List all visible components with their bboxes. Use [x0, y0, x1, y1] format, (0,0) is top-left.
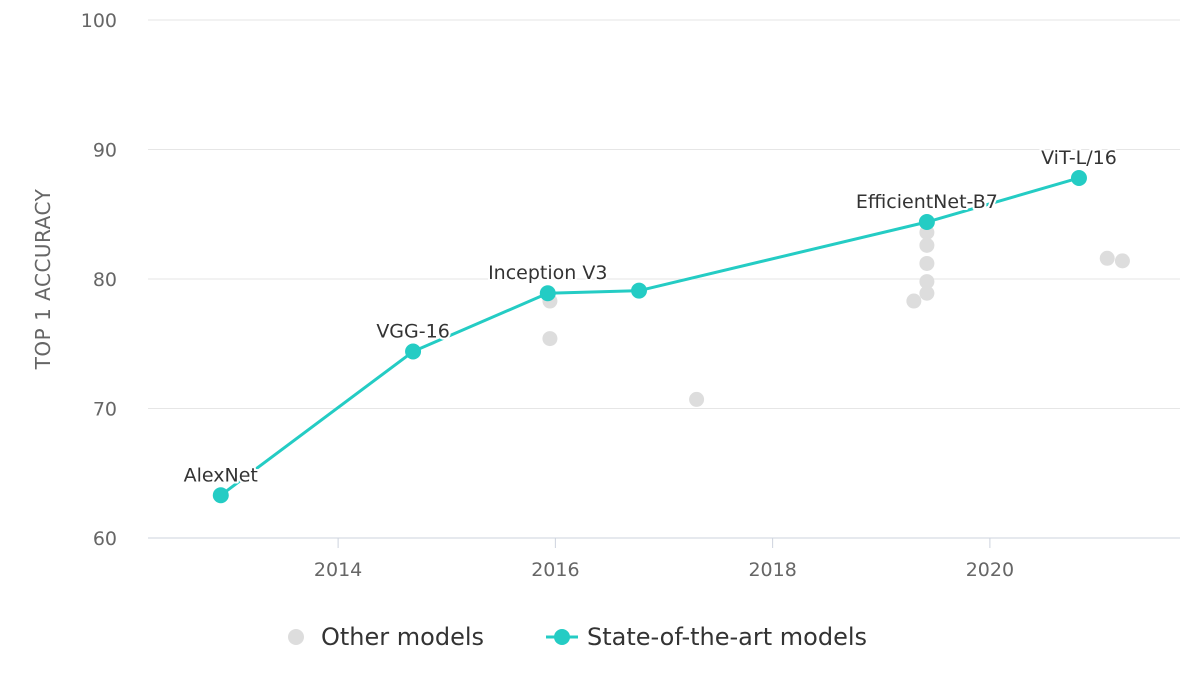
x-axis: 2014 2016 2018 2020 [314, 538, 1014, 581]
sota-point-label: VGG-16 [376, 321, 449, 343]
other-model-point[interactable] [919, 285, 935, 301]
legend-item-other-models[interactable]: Other models [288, 623, 484, 651]
y-axis: 60 70 80 90 100 [81, 10, 117, 550]
y-tick-label: 70 [93, 399, 117, 421]
y-tick-label: 90 [93, 140, 117, 162]
sota-model-point[interactable] [405, 343, 422, 360]
point-labels: AlexNet VGG-16 Inception V3 EfficientNet-B7… [182, 145, 1119, 488]
sota-model-point[interactable] [631, 282, 648, 299]
sota-line [219, 176, 1080, 497]
sota-model-point[interactable] [1070, 169, 1087, 186]
other-model-point[interactable] [1114, 253, 1130, 269]
y-tick-label: 60 [93, 528, 117, 550]
x-tick-label: 2020 [966, 559, 1014, 581]
grid-lines [148, 19, 1180, 539]
sota-point-label: ViT-L/16 [1041, 147, 1117, 169]
other-model-point[interactable] [919, 274, 935, 290]
other-model-point[interactable] [1099, 250, 1115, 266]
legend[interactable]: Other models State-of-the-art models [288, 623, 867, 651]
other-model-point[interactable] [906, 293, 922, 309]
other-models-points [542, 224, 1130, 407]
sota-model-point[interactable] [212, 487, 229, 504]
other-model-point[interactable] [919, 237, 935, 253]
sota-point-label: Inception V3 [488, 262, 607, 284]
x-tick-label: 2014 [314, 559, 362, 581]
other-model-point[interactable] [689, 391, 705, 407]
x-tick-label: 2016 [531, 559, 579, 581]
legend-other-models-label: Other models [321, 623, 484, 651]
y-tick-label: 100 [81, 10, 117, 32]
legend-sota-models-label: State-of-the-art models [587, 623, 867, 651]
other-model-point[interactable] [919, 255, 935, 271]
legend-item-sota-models[interactable]: State-of-the-art models [546, 623, 867, 651]
x-tick-label: 2018 [748, 559, 796, 581]
y-tick-label: 80 [93, 269, 117, 291]
sota-point-label: EfficientNet-B7 [856, 191, 998, 213]
y-axis-title: TOP 1 ACCURACY [31, 188, 55, 370]
sota-model-point[interactable] [918, 214, 935, 231]
sota-models-series [212, 169, 1087, 504]
sota-model-point[interactable] [539, 285, 556, 302]
legend-other-models-marker [288, 629, 304, 645]
sota-point-label: AlexNet [184, 464, 258, 486]
other-model-point[interactable] [542, 331, 558, 347]
legend-sota-marker [554, 629, 570, 645]
